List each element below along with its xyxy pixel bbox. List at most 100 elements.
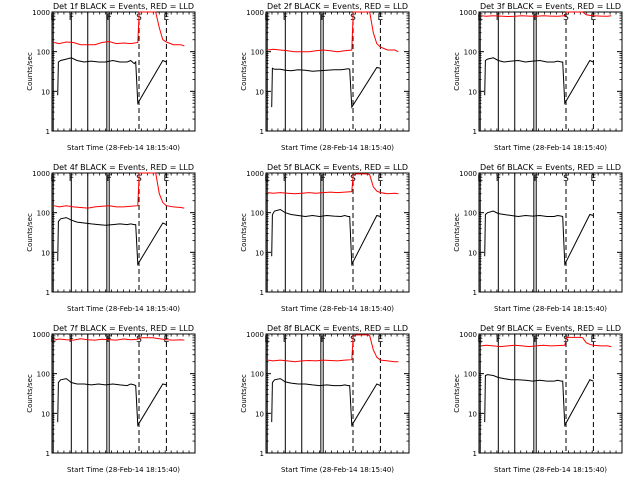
y-tick-label: 1	[260, 289, 264, 297]
marker-label: E	[378, 174, 384, 184]
series-lld-line	[481, 336, 612, 348]
series-events-line	[484, 210, 594, 267]
marker-label: S	[136, 335, 142, 345]
y-tick-label: 10	[468, 88, 477, 96]
y-tick-label: 1000	[246, 9, 264, 17]
chart-panel-1: Det 1f BLACK = Events, RED = LLD 1 10 100 10…	[26, 2, 196, 152]
y-tick-label: 100	[464, 371, 477, 379]
chart-title: Det 4f BLACK = Events, RED = LLD	[53, 163, 194, 172]
series-events-line	[57, 217, 167, 266]
marker-label: F	[496, 335, 501, 345]
x-axis-label: Start Time (28-Feb-14 18:15:40)	[281, 466, 394, 474]
chart-panel-7: Det 7f BLACK = Events, RED = LLD 1 10 100 10…	[26, 324, 196, 474]
marker-label: F	[321, 335, 326, 345]
y-tick-label: 100	[251, 210, 264, 218]
marker-label: F	[496, 174, 501, 184]
y-axis-label: Counts/sec	[26, 213, 34, 252]
y-tick-label: 1	[46, 450, 50, 458]
marker-label: E	[591, 13, 597, 23]
marker-label: E	[378, 335, 384, 345]
marker-label: E	[164, 13, 170, 23]
plot-frame	[265, 172, 410, 293]
y-tick-label: 1	[473, 128, 477, 136]
marker-label: F	[321, 13, 326, 23]
series-lld-line	[481, 11, 612, 18]
chart-title: Det 6f BLACK = Events, RED = LLD	[480, 163, 621, 172]
y-axis-label: Counts/sec	[453, 374, 461, 413]
marker-label: E	[477, 335, 483, 345]
marker-label: E	[264, 174, 270, 184]
plot-frame	[51, 172, 196, 293]
marker-label: E	[50, 335, 56, 345]
marker-label: F	[69, 174, 74, 184]
y-tick-label: 100	[37, 49, 50, 57]
series-events-line	[57, 378, 167, 427]
y-tick-label: 10	[468, 410, 477, 418]
chart-panel-8: Det 8f BLACK = Events, RED = LLD 1 10 100 10…	[240, 324, 410, 474]
plot-frame	[478, 11, 623, 132]
y-tick-label: 1000	[32, 331, 50, 339]
chart-panel-2: Det 2f BLACK = Events, RED = LLD 1 10 100 10…	[240, 2, 410, 152]
series-events-line	[271, 66, 381, 109]
y-axis-label: Counts/sec	[240, 52, 248, 91]
x-axis-label: Start Time (28-Feb-14 18:15:40)	[494, 305, 607, 313]
y-tick-label: 1	[260, 450, 264, 458]
series-events-line	[484, 374, 594, 428]
marker-label: F	[283, 174, 288, 184]
series-lld-line	[268, 11, 399, 53]
marker-label: E	[477, 13, 483, 23]
x-axis-label: Start Time (28-Feb-14 18:15:40)	[494, 144, 607, 152]
marker-label: S	[563, 174, 569, 184]
y-tick-label: 1	[473, 450, 477, 458]
marker-label: E	[164, 174, 170, 184]
y-axis-label: Counts/sec	[453, 52, 461, 91]
y-tick-label: 100	[464, 49, 477, 57]
chart-panel-9: Det 9f BLACK = Events, RED = LLD 1 10 100 10…	[453, 324, 623, 474]
x-axis-label: Start Time (28-Feb-14 18:15:40)	[494, 466, 607, 474]
y-tick-label: 1000	[459, 170, 477, 178]
y-tick-label: 1000	[459, 9, 477, 17]
y-tick-label: 10	[468, 249, 477, 257]
marker-label: F	[534, 174, 539, 184]
y-tick-label: 10	[255, 88, 264, 96]
x-axis-label: Start Time (28-Feb-14 18:15:40)	[281, 305, 394, 313]
marker-label: E	[50, 174, 56, 184]
series-lld-line	[268, 334, 399, 363]
marker-label: F	[107, 174, 112, 184]
y-tick-label: 100	[251, 371, 264, 379]
y-tick-label: 100	[37, 371, 50, 379]
plot-frame	[51, 333, 196, 454]
plot-frame	[265, 11, 410, 132]
series-events-line	[271, 378, 381, 427]
plot-frame	[265, 333, 410, 454]
x-axis-label: Start Time (28-Feb-14 18:15:40)	[67, 305, 180, 313]
chart-title: Det 1f BLACK = Events, RED = LLD	[53, 2, 194, 11]
marker-label: F	[69, 13, 74, 23]
y-tick-label: 1	[473, 289, 477, 297]
chart-title: Det 5f BLACK = Events, RED = LLD	[267, 163, 408, 172]
marker-label: F	[321, 174, 326, 184]
series-lld-line	[53, 337, 185, 341]
marker-label: S	[563, 13, 569, 23]
y-tick-label: 100	[464, 210, 477, 218]
y-tick-label: 1000	[246, 170, 264, 178]
x-axis-label: Start Time (28-Feb-14 18:15:40)	[281, 144, 394, 152]
series-lld-line	[53, 172, 185, 209]
y-axis-label: Counts/sec	[26, 52, 34, 91]
y-tick-label: 10	[41, 249, 50, 257]
y-tick-label: 10	[255, 410, 264, 418]
chart-panel-5: Det 5f BLACK = Events, RED = LLD 1 10 100 10…	[240, 163, 410, 313]
chart-title: Det 9f BLACK = Events, RED = LLD	[480, 324, 621, 333]
marker-label: F	[534, 335, 539, 345]
y-tick-label: 100	[37, 210, 50, 218]
y-tick-label: 1000	[32, 9, 50, 17]
chart-panel-3: Det 3f BLACK = Events, RED = LLD 1 10 100 10…	[453, 2, 623, 152]
marker-label: E	[264, 335, 270, 345]
series-events-line	[57, 57, 167, 106]
y-tick-label: 100	[251, 49, 264, 57]
series-lld-line	[268, 173, 399, 195]
chart-title: Det 3f BLACK = Events, RED = LLD	[480, 2, 621, 11]
y-axis-label: Counts/sec	[240, 213, 248, 252]
series-events-line	[484, 57, 594, 106]
y-tick-label: 1	[46, 128, 50, 136]
